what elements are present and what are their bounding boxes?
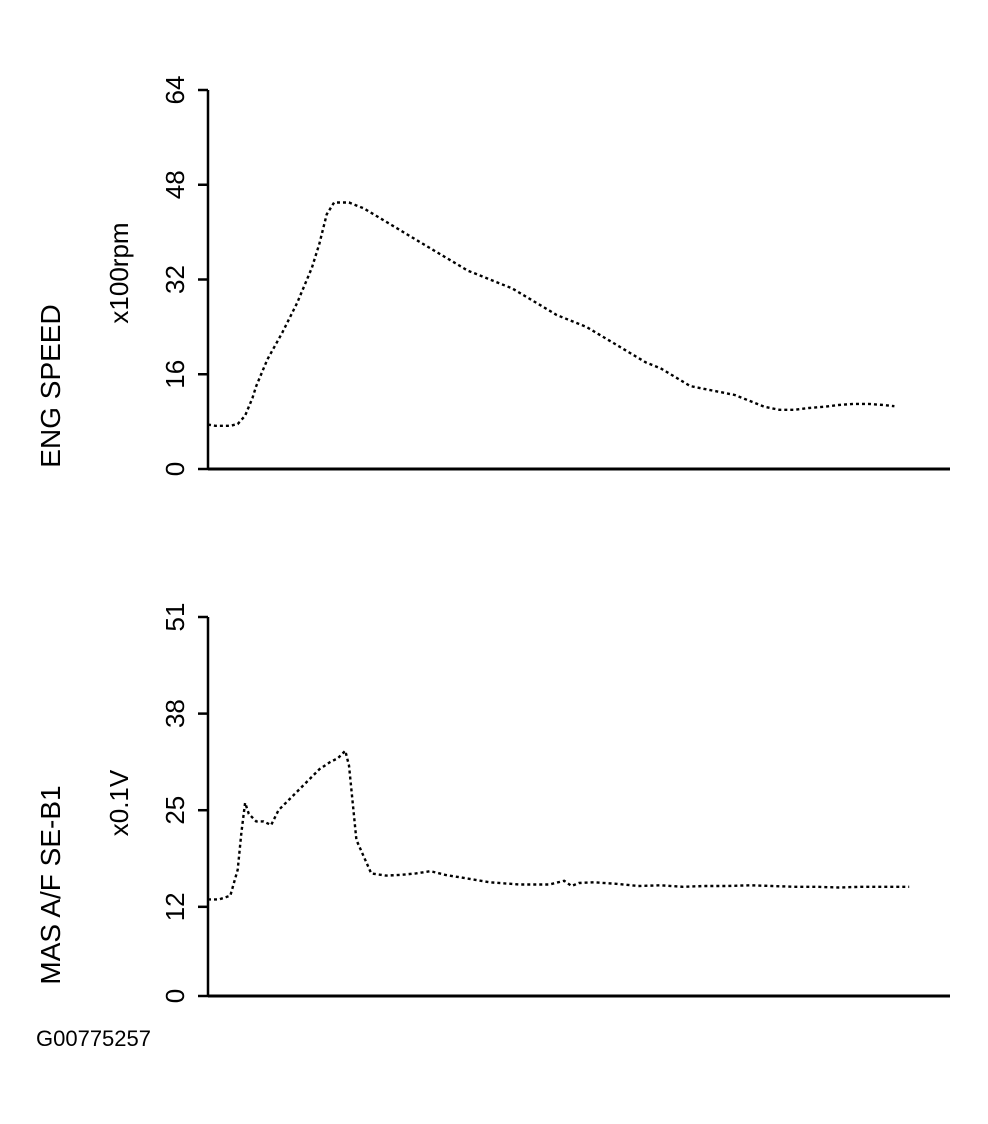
mas-af-series-line bbox=[208, 748, 910, 901]
eng-speed-tick-label-64: 64 bbox=[160, 76, 190, 105]
mas-af-unit-label: x0.1V bbox=[104, 769, 134, 836]
eng-speed-tick-label-0: 0 bbox=[160, 462, 190, 476]
mas-af-axis-label: MAS A/F SE-B1 bbox=[35, 785, 66, 984]
mas-af-tick-label-12: 12 bbox=[160, 892, 190, 921]
mas-af-ticks: 0 12 25 38 51 bbox=[160, 603, 208, 1003]
eng-speed-panel: ENG SPEED x100rpm 0 16 32 48 64 bbox=[35, 76, 950, 476]
mas-af-tick-label-25: 25 bbox=[160, 796, 190, 825]
mas-af-tick-label-0: 0 bbox=[160, 989, 190, 1003]
figure-id: G00775257 bbox=[36, 1026, 151, 1051]
mas-af-panel: MAS A/F SE-B1 x0.1V 0 12 25 38 51 bbox=[35, 603, 950, 1003]
eng-speed-ticks: 0 16 32 48 64 bbox=[160, 76, 208, 476]
eng-speed-tick-label-48: 48 bbox=[160, 170, 190, 199]
eng-speed-tick-label-32: 32 bbox=[160, 265, 190, 294]
eng-speed-tick-label-16: 16 bbox=[160, 360, 190, 389]
eng-speed-series-line bbox=[207, 201, 895, 427]
eng-speed-unit-label: x100rpm bbox=[104, 222, 134, 323]
eng-speed-axis-label: ENG SPEED bbox=[35, 304, 66, 467]
mas-af-tick-label-38: 38 bbox=[160, 699, 190, 728]
mas-af-tick-label-51: 51 bbox=[160, 603, 190, 632]
